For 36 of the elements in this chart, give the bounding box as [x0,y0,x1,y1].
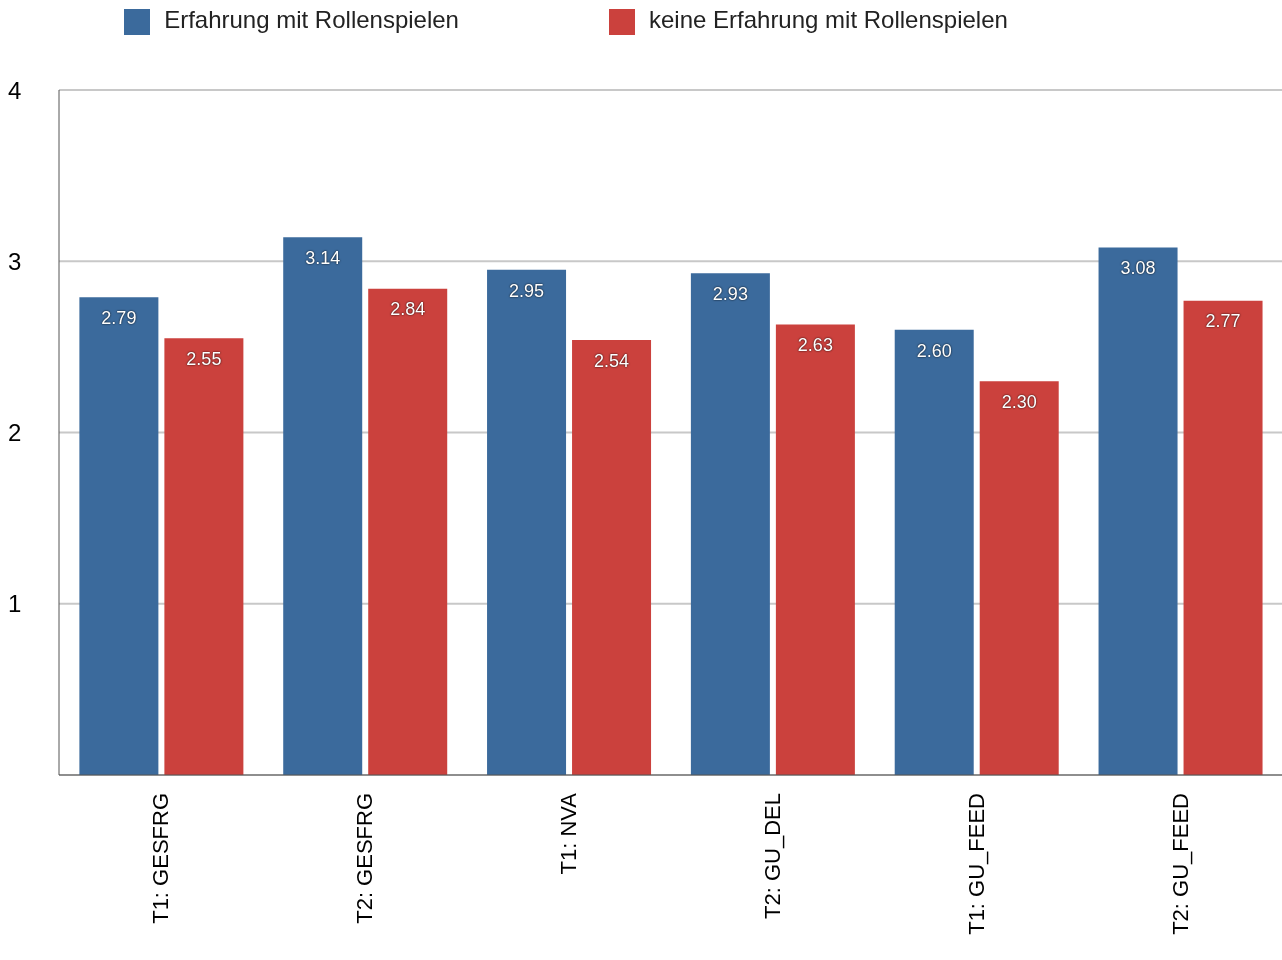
bar [690,273,770,775]
bar [1098,247,1178,775]
data-label: 2.95 [509,280,545,301]
data-label: 2.79 [101,307,137,328]
data-label: 2.93 [712,284,748,305]
data-label: 3.14 [305,248,341,269]
data-label: 2.63 [797,335,833,356]
y-tick-label: 1 [8,590,22,618]
data-label: 2.30 [1001,391,1037,412]
y-tick-label: 2 [8,419,22,446]
data-label: 2.77 [1205,311,1241,332]
bar [1183,300,1263,775]
x-tick-label: T1: NVA [556,792,582,875]
bar [283,237,363,775]
x-tick-label: T2: GU_DEL [759,793,785,919]
x-tick-label: T2: GESFRG [352,793,378,924]
legend-label: Erfahrung mit Rollenspielen [164,6,459,33]
bar [164,338,244,775]
bar [979,381,1059,775]
bar [894,329,974,775]
y-tick-label: 3 [8,247,22,275]
x-tick-label: T1: GESFRG [148,793,174,924]
data-label: 2.55 [186,349,222,370]
x-tick-label: T1: GU_FEED [963,793,989,935]
x-tick-label: T2: GU_FEED [1167,793,1193,935]
bar [572,340,652,775]
data-label: 3.08 [1120,258,1156,279]
legend-label: keine Erfahrung mit Rollenspielen [648,6,1008,33]
bar [487,269,567,775]
data-label: 2.54 [594,350,630,371]
y-tick-label: 4 [8,76,22,104]
bar [775,324,855,775]
bar [79,297,159,775]
data-label: 2.60 [916,340,952,361]
bar [368,288,448,775]
data-label: 2.84 [390,299,426,320]
